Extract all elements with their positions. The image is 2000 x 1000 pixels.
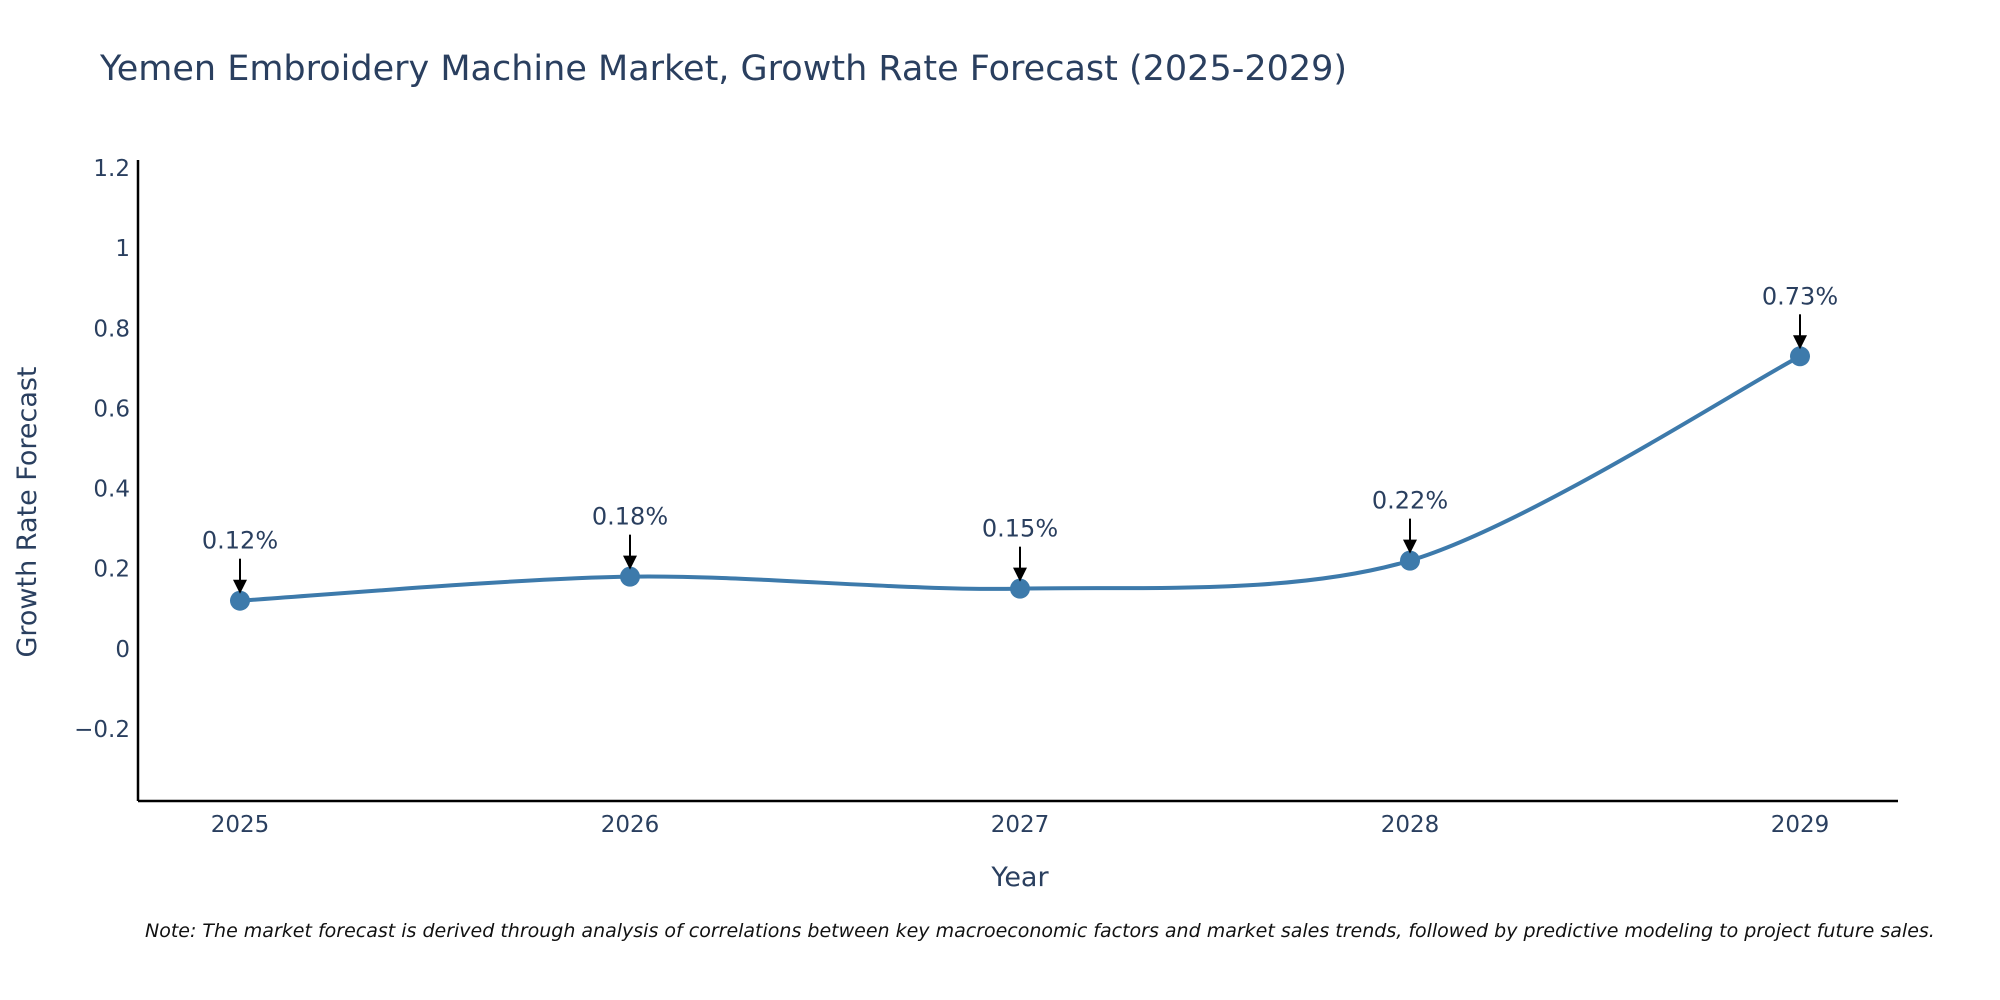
y-tick-label: 0.2 [93, 557, 130, 583]
y-axis-title: Growth Rate Forecast [12, 366, 43, 657]
data-point [1010, 578, 1030, 599]
x-tick-label: 2029 [1771, 812, 1830, 838]
chart-title: Yemen Embroidery Machine Market, Growth … [99, 49, 1347, 89]
data-label: 0.15% [982, 515, 1058, 543]
y-tick-label: 0.4 [93, 477, 130, 503]
annotation-arrowhead [1403, 539, 1417, 554]
x-tick-label: 2025 [211, 812, 270, 838]
annotation-arrowhead [1013, 567, 1027, 582]
y-tick-labels: −0.2 0 0.2 0.4 0.6 0.8 1 1.2 [74, 156, 130, 743]
x-tick-label: 2027 [991, 812, 1050, 838]
x-tick-labels: 2025 2026 2027 2028 2029 [211, 812, 1830, 838]
x-tick-label: 2026 [601, 812, 660, 838]
data-label: 0.18% [592, 503, 668, 531]
y-tick-label: 1 [115, 236, 130, 262]
y-tick-label: 1.2 [93, 156, 130, 182]
data-point [620, 566, 640, 587]
data-point [1790, 346, 1810, 367]
data-point [1400, 550, 1420, 571]
x-axis-title: Year [990, 862, 1049, 893]
footnote: Note: The market forecast is derived thr… [145, 920, 1935, 942]
annotation-arrowhead [1793, 335, 1807, 350]
y-tick-label: 0 [115, 637, 130, 663]
data-label: 0.12% [202, 527, 278, 555]
annotation-arrowhead [623, 555, 637, 570]
x-tick-label: 2028 [1381, 812, 1440, 838]
y-tick-label: 0.6 [93, 396, 130, 422]
data-annotations: 0.12% 0.18% 0.15% 0.22% 0.73% [202, 282, 1838, 594]
y-tick-label: 0.8 [93, 316, 130, 342]
data-label: 0.22% [1372, 487, 1448, 515]
y-tick-label: −0.2 [74, 717, 130, 743]
data-label: 0.73% [1762, 282, 1838, 310]
annotation-arrowhead [233, 579, 247, 594]
data-point [230, 590, 250, 611]
data-markers [230, 346, 1810, 611]
